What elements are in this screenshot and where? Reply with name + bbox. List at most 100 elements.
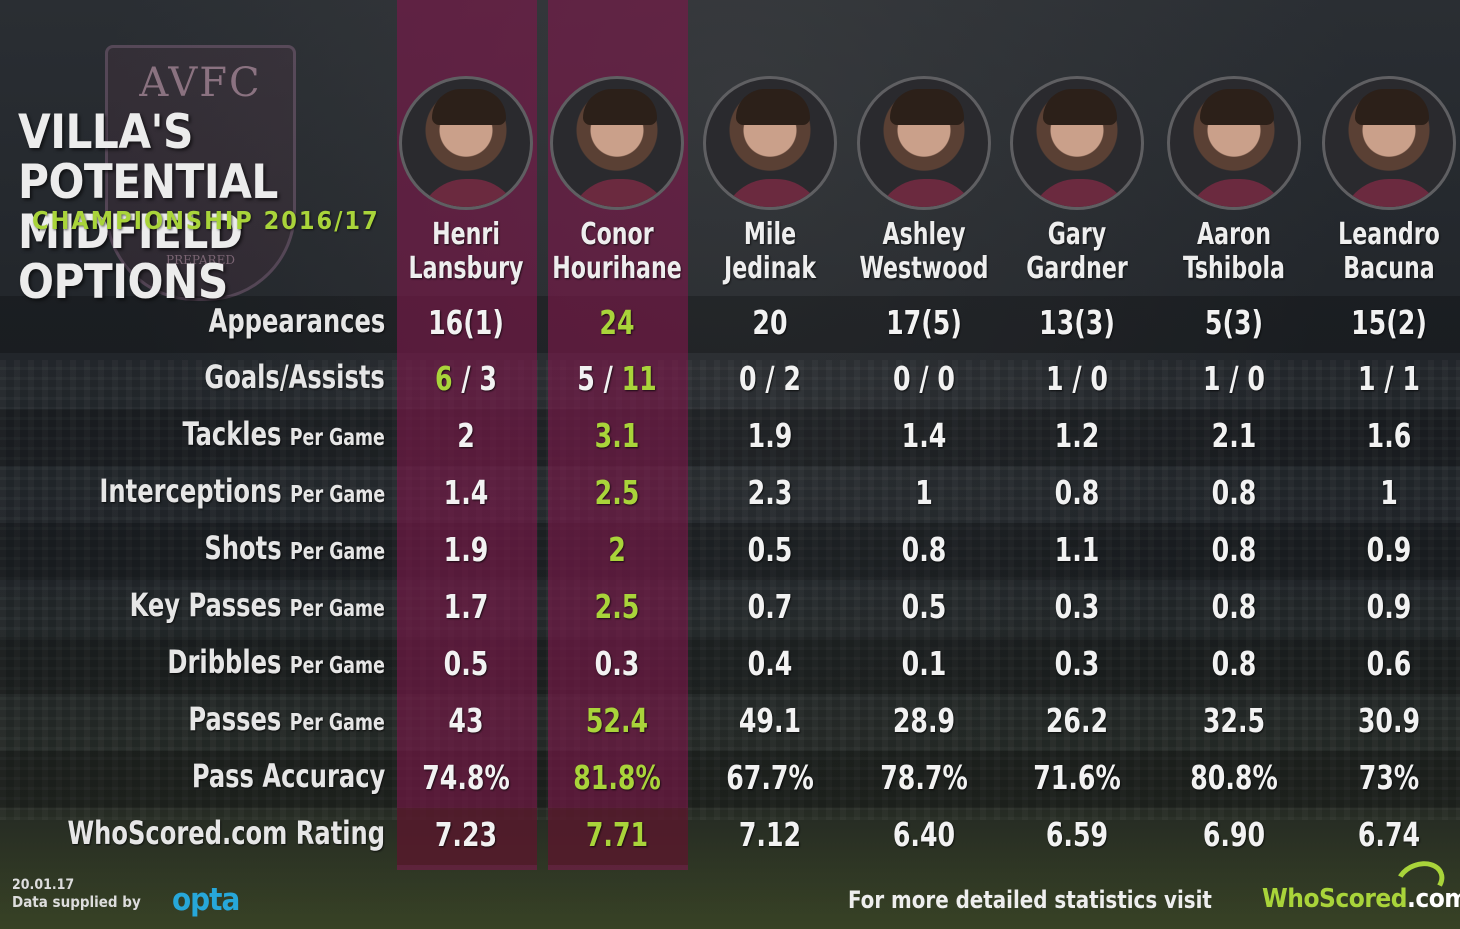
stat-cell: 74.8% [422,758,510,797]
stat-cell: 7.71 [585,815,649,854]
whoscored-logo[interactable]: WhoScored.com [1262,884,1460,914]
stat-cell: 80.8% [1190,758,1278,797]
stat-cell: 0.8 [1211,644,1257,683]
stat-cell: 1.9 [747,416,793,455]
stadium-stands-backdrop [0,360,1460,820]
player-photo-shirt [876,179,978,207]
player-name: Aaron Tshibola [1168,218,1299,286]
goals-value: 6 [435,359,453,398]
player-name: Mile Jedinak [704,218,835,286]
club-crest-watermark: AVFC PREPARED [105,45,296,301]
stat-cell: 1.1 [1054,530,1100,569]
row-label-text: Goals/Assists [204,358,385,396]
player-first-name: Henri [432,217,500,252]
player-photo-shirt [722,179,824,207]
whoscored-logo-dotcom: .com [1406,884,1460,914]
row-band [0,409,1460,466]
stat-cell: 0.7 [747,587,793,626]
player-photo-hair [583,89,657,125]
row-label-suffix: Per Game [289,482,385,508]
stat-cell: 0.8 [1211,530,1257,569]
stat-cell: 13(3) [1039,303,1115,342]
opta-logo: opta [172,882,240,918]
row-label: Passes Per Game [189,700,385,738]
stat-cell: 0 / 2 [706,359,834,398]
stat-cell: 15(2) [1351,303,1427,342]
player-photo [703,76,837,210]
row-label: WhoScored.com Rating [67,814,385,852]
player-photo-shirt [1186,179,1288,207]
row-label: Goals/Assists [205,358,385,396]
player-photo-shirt [418,179,520,207]
assists-value: 11 [621,359,657,398]
stat-cell: 0 / 0 [860,359,988,398]
row-label: Dribbles Per Game [168,643,385,681]
row-label-text: Pass Accuracy [191,757,385,795]
stat-cell: 0.8 [1054,473,1100,512]
date-stamp: 20.01.17 [12,877,75,893]
player-photo-hair [1355,89,1429,125]
row-label-text: Key Passes [129,586,282,624]
stat-cell: 17(5) [886,303,962,342]
assists-value: 1 [1402,359,1420,398]
stat-cell: 7.23 [434,815,498,854]
stat-cell: 5(3) [1204,303,1264,342]
player-photo [857,76,991,210]
row-band [0,637,1460,694]
stat-cell: 2.5 [594,473,640,512]
assists-value: 3 [479,359,497,398]
goals-value: 0 [893,359,911,398]
stat-cell: 1 [1380,473,1398,512]
stat-cell: 71.6% [1033,758,1121,797]
row-label-text: Tackles [182,415,282,453]
stat-cell: 1.6 [1366,416,1412,455]
player-photo [550,76,684,210]
stat-cell: 32.5 [1202,701,1266,740]
stat-cell: 6.90 [1202,815,1266,854]
row-label: Pass Accuracy [192,757,385,795]
infographic-subtitle: CHAMPIONSHIP 2016/17 [32,206,380,235]
player-name: Henri Lansbury [400,218,531,286]
goals-assists-separator: / [594,359,622,398]
stat-cell: 0.5 [901,587,947,626]
stat-cell: 0.1 [901,644,947,683]
stat-cell: 0.8 [1211,473,1257,512]
stat-cell: 0.3 [594,644,640,683]
stat-cell: 1.4 [443,473,489,512]
stat-cell: 0.5 [443,644,489,683]
stat-cell: 5 / 11 [553,359,681,398]
player-photo-hair [432,89,506,125]
stat-cell: 81.8% [573,758,661,797]
stat-cell: 0.8 [1211,587,1257,626]
row-label-suffix: Per Game [289,596,385,622]
assists-value: 2 [783,359,801,398]
footer-visit-text: For more detailed statistics visit [848,886,1212,914]
goals-assists-separator: / [756,359,784,398]
stat-cell: 24 [599,303,635,342]
stat-cell: 73% [1358,758,1420,797]
row-label-suffix: Per Game [289,425,385,451]
stat-cell: 0.4 [747,644,793,683]
row-label: Interceptions Per Game [99,472,385,510]
player-first-name: Mile [743,217,797,252]
stat-cell: 30.9 [1357,701,1421,740]
goals-value: 1 [1203,359,1221,398]
player-first-name: Gary [1047,217,1107,252]
row-band [0,296,1460,353]
assists-value: 0 [1090,359,1108,398]
goals-value: 0 [739,359,757,398]
player-first-name: Ashley [882,217,966,252]
row-label-suffix: Per Game [289,539,385,565]
goals-assists-separator: / [1220,359,1248,398]
player-first-name: Conor [580,217,654,252]
player-photo [1167,76,1301,210]
row-band [0,523,1460,580]
goals-assists-separator: / [1063,359,1091,398]
player-photo-hair [1043,89,1117,125]
stat-cell: 1 / 0 [1170,359,1298,398]
player-photo-shirt [569,179,671,207]
stat-cell: 2.5 [594,587,640,626]
stat-cell: 52.4 [585,701,649,740]
stat-cell: 0.3 [1054,644,1100,683]
stat-cell: 0.3 [1054,587,1100,626]
